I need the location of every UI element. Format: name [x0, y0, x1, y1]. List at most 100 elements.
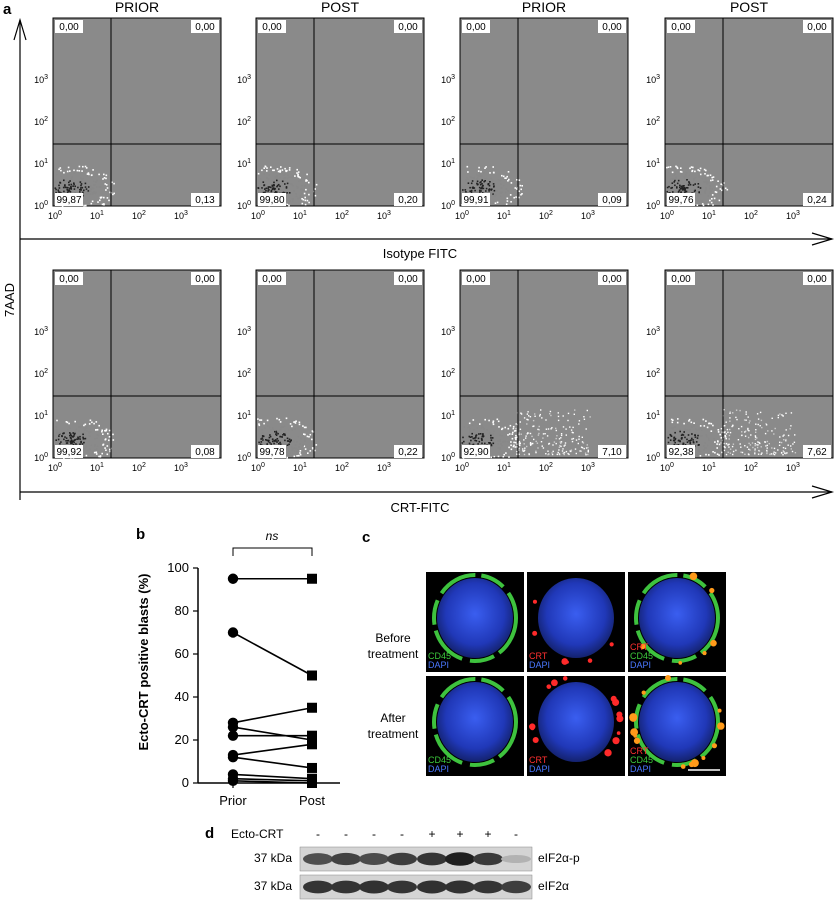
- paired-line: [232, 743, 313, 756]
- crt-puncta: [680, 764, 686, 769]
- y-tick-label: 60: [175, 646, 189, 661]
- blot-band: [445, 852, 475, 866]
- y-tick-label: 101: [646, 410, 660, 421]
- crt-puncta: [717, 722, 725, 730]
- quadrant-ul-value: 0,00: [59, 274, 79, 285]
- dapi-nucleus: [639, 682, 715, 762]
- paired-line: [232, 756, 313, 769]
- quadrant-lr-value: 0,20: [398, 195, 418, 206]
- crt-puncta: [532, 736, 539, 744]
- prior-point: [227, 721, 239, 733]
- x-tick-label: 100: [660, 462, 674, 473]
- lane-sign: -: [316, 827, 320, 841]
- quadrant-ur-value-box: [803, 272, 831, 285]
- quadrant-ll-value-box: [462, 193, 490, 206]
- channel-label: CD45: [428, 755, 451, 765]
- quadrant-ul-value-box: [667, 20, 695, 33]
- prior-point: [227, 752, 239, 763]
- post-point: [307, 670, 317, 681]
- post-point: [307, 730, 317, 741]
- quadrant-ul-value: 0,00: [466, 22, 486, 33]
- y-tick-label: 101: [237, 410, 251, 421]
- crt-puncta: [612, 698, 620, 706]
- crt-puncta: [678, 661, 683, 665]
- panel-d: d Ecto-CRT - - - - + + + - 37 kDa eIF2α-p 37 kDa eI…: [205, 825, 580, 900]
- y-tick-label: 100: [441, 200, 455, 211]
- blot-band: [331, 852, 361, 866]
- crt-puncta: [701, 755, 706, 760]
- x-tick-label: 103: [786, 462, 800, 473]
- cd45-membrane: [432, 677, 518, 767]
- significance-bracket: [232, 547, 313, 556]
- row-label-after-line1: After: [380, 711, 405, 725]
- quadrant-ul-value-box: [55, 272, 83, 285]
- blot-protein-label: eIF2α-p: [538, 851, 580, 865]
- blot-band: [417, 852, 447, 866]
- quadrant-ul-value: 0,00: [59, 22, 79, 33]
- western-blot: - - - - + + + - 37 kDa eIF2α-p 37 kDa eIF2α: [254, 827, 580, 900]
- flow-plot-title: POST: [321, 0, 360, 15]
- paired-line: [232, 780, 313, 784]
- quadrant-lr-value: 0,13: [195, 195, 215, 206]
- x-tick-label: 103: [174, 462, 188, 473]
- lane-sign: -: [400, 827, 404, 841]
- y-tick-label: 100: [237, 200, 251, 211]
- y-axis-arrowhead: [13, 17, 27, 41]
- quadrant-ur-value-box: [803, 20, 831, 33]
- quadrant-lr-value-box: [803, 193, 831, 206]
- panel-label-b: b: [136, 526, 145, 543]
- panel-label-a: a: [3, 1, 12, 18]
- row-label-after-line2: treatment: [368, 727, 419, 741]
- flow-plot-area: [664, 269, 834, 459]
- y-tick-label: 103: [34, 326, 48, 337]
- x-tick-label: 101: [90, 462, 104, 473]
- blot-band: [473, 880, 503, 894]
- paired-line: [232, 706, 313, 724]
- quadrant-ll-value-box: [55, 193, 83, 206]
- quadrant-ll-value-box: [55, 445, 83, 458]
- crt-puncta: [629, 714, 638, 722]
- crt-puncta: [633, 737, 641, 744]
- y-tick-label: 20: [175, 732, 189, 747]
- flow-plot-area: [459, 17, 629, 207]
- quadrant-ll-value-box: [667, 193, 695, 206]
- y-tick-label: 103: [237, 74, 251, 85]
- channel-label: CRT: [630, 642, 649, 652]
- quadrant-ur-value: 0,00: [195, 22, 215, 33]
- blot-band: [303, 853, 333, 865]
- x-tick-label: 101: [293, 210, 307, 221]
- flow-plot-title: PRIOR: [115, 0, 159, 15]
- blot-band: [417, 880, 447, 894]
- channel-label: DAPI: [630, 764, 651, 774]
- quadrant-lr-value-box: [598, 193, 626, 206]
- prior-point: [227, 775, 239, 787]
- row-label-before-line2: treatment: [368, 647, 419, 661]
- row-label-before-line1: Before: [375, 631, 411, 645]
- blot-band: [359, 880, 389, 894]
- quadrant-ll-value: 99,92: [56, 447, 81, 458]
- y-tick-label: 101: [441, 158, 455, 169]
- significance-label: ns: [266, 529, 279, 543]
- x-tick-label: 101: [702, 210, 716, 221]
- y-tick-label: 101: [237, 158, 251, 169]
- crt-puncta: [604, 749, 612, 757]
- lane-sign: -: [372, 827, 376, 841]
- x-tick-label: 103: [377, 210, 391, 221]
- quadrant-lr-value: 7,62: [807, 447, 827, 458]
- x-tick-label: 101: [293, 462, 307, 473]
- lane-sign: -: [514, 827, 518, 841]
- x-tick-label: 103: [581, 210, 595, 221]
- y-tick-label: 101: [34, 410, 48, 421]
- x-tick-label: 100: [660, 210, 674, 221]
- blot-band: [303, 880, 333, 894]
- x-tick-label: 103: [786, 210, 800, 221]
- quadrant-ul-value-box: [258, 272, 286, 285]
- crt-puncta: [717, 708, 722, 713]
- quadrant-ur-value: 0,00: [398, 22, 418, 33]
